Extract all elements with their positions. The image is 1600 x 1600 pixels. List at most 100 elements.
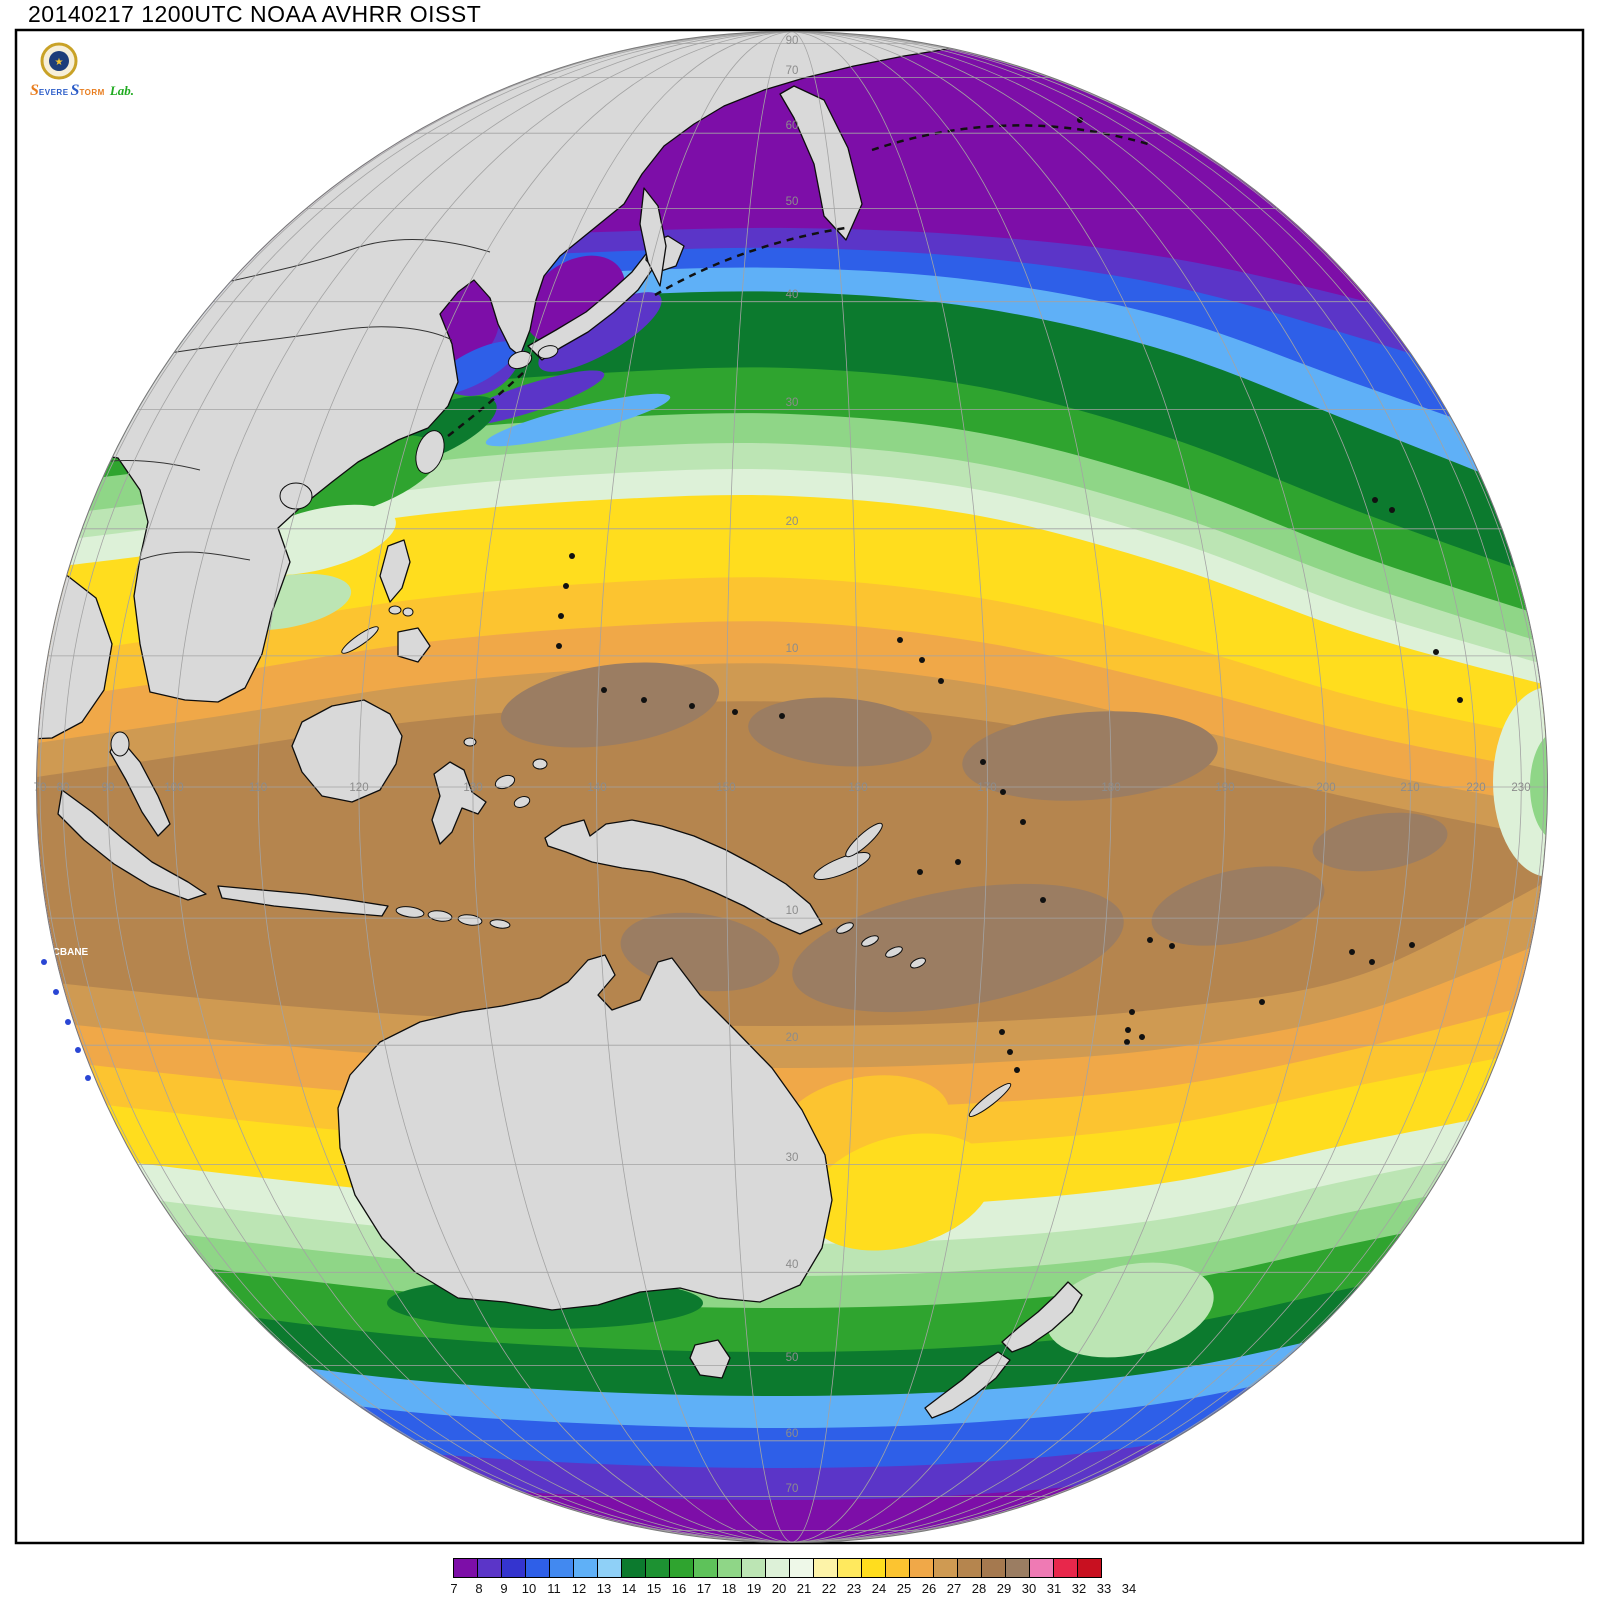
landmass-taiwan: [415, 430, 445, 474]
lat-label: 60: [786, 120, 799, 132]
graticule-layer: [37, 31, 1547, 1543]
graticule-meridian: [791, 31, 1226, 1543]
landmass-kamchatka: [779, 85, 863, 241]
colorbar-tick: 8: [475, 1581, 483, 1596]
island: [938, 678, 944, 684]
island: [558, 613, 564, 619]
sst-patch-lightblue: [485, 393, 671, 447]
lon-label: 90: [102, 782, 115, 794]
island: [1389, 507, 1395, 513]
landmass-sri-lanka: [110, 731, 130, 757]
logo-lab-label: Lab.: [109, 83, 135, 98]
graticule-meridian: [107, 31, 793, 1543]
logo-severe-initial: S: [30, 82, 39, 99]
colorbar-segment: [693, 1558, 718, 1578]
graticule-meridian: [791, 31, 1522, 1543]
country-border: [139, 551, 251, 561]
colorbar-segment: [765, 1558, 790, 1578]
landmass-lesser-sunda: [489, 919, 511, 929]
island: [1000, 789, 1006, 795]
island: [569, 553, 575, 559]
island: [779, 713, 785, 719]
island: [1077, 117, 1083, 123]
colorbar-segment: [549, 1558, 574, 1578]
island: [1014, 1067, 1020, 1073]
logo-storm-rest: TORM: [79, 88, 105, 97]
island: [1020, 819, 1026, 825]
graticule-meridian: [257, 31, 793, 1543]
island: [1125, 1027, 1131, 1033]
landmass-moluccas: [532, 758, 548, 770]
island: [980, 759, 986, 765]
island: [1372, 497, 1378, 503]
graticule-meridian: [173, 31, 793, 1543]
colorbar-segment: [885, 1558, 910, 1578]
colorbar-tick: 18: [721, 1581, 737, 1596]
sst-band-yellow: [37, 495, 1547, 740]
island: [601, 687, 607, 693]
lon-label: 130: [463, 782, 482, 794]
lat-label: 20: [786, 516, 799, 528]
sst-patch-violet: [538, 292, 662, 372]
sst-band-violet: [37, 227, 1547, 400]
landmass-java: [217, 885, 389, 917]
lat-label: 70: [786, 65, 799, 77]
island: [999, 1029, 1005, 1035]
graticule-meridian: [791, 31, 859, 1543]
graticule-meridian: [725, 31, 793, 1543]
sst-band-lightblue: [37, 267, 1547, 502]
sst-band-palegreen: [37, 443, 1547, 668]
lon-label: 100: [164, 782, 183, 794]
colorbar-tick: 20: [771, 1581, 787, 1596]
landmass-india: [37, 559, 113, 743]
sst-patch-darkbrown: [1151, 866, 1325, 946]
lon-label: 200: [1316, 782, 1335, 794]
colorbar-tick: 11: [547, 1581, 561, 1596]
colorbar-tick: 17: [696, 1581, 712, 1596]
page-title: 20140217 1200UTC NOAA AVHRR OISST: [28, 1, 482, 27]
colorbar-tick: 19: [746, 1581, 762, 1596]
landmass-kyushu: [507, 350, 533, 370]
colorbar-tick: 34: [1121, 1581, 1137, 1596]
buoy-marker: [65, 1019, 71, 1025]
lat-label: 40: [786, 1259, 799, 1271]
colorbar-segment: [741, 1558, 766, 1578]
island: [1129, 1009, 1135, 1015]
island: [919, 657, 925, 663]
lat-label: 60: [786, 1428, 799, 1440]
colorbar-segment: [453, 1558, 478, 1578]
island: [955, 859, 961, 865]
island: [732, 709, 738, 715]
grid-labels-layer: 70 80 90 100 110 120 130 140 150 160 170 180 190 200 2…: [34, 35, 1531, 1495]
colorbar-segment: [477, 1558, 502, 1578]
sst-patch-darkbrown: [792, 883, 1124, 1013]
colorbar-tick: 32: [1071, 1581, 1087, 1596]
landmass-visayas: [388, 605, 402, 615]
lon-label: 160: [848, 782, 867, 794]
lon-label: 120: [349, 782, 368, 794]
colorbar-segment: [981, 1558, 1006, 1578]
island: [1147, 937, 1153, 943]
sst-band-orange: [37, 621, 1547, 808]
station-label: SCBANE: [46, 947, 89, 958]
sst-patch-lightgreen: [1530, 731, 1547, 841]
colorbar-segment: [837, 1558, 862, 1578]
sst-patch-darkbrown: [500, 662, 720, 748]
colorbar-segment: [525, 1558, 550, 1578]
colorbar-tick: 24: [871, 1581, 887, 1596]
landmass-lesser-sunda: [395, 906, 425, 918]
lat-label: 10: [786, 643, 799, 655]
graticule-meridian: [791, 31, 988, 1543]
colorbar-segment: [717, 1558, 742, 1578]
landmass-palawan: [341, 626, 379, 654]
colorbar-tick: 7: [450, 1581, 458, 1596]
sst-patch-palegreen: [1046, 1262, 1214, 1358]
island: [1040, 897, 1046, 903]
landmass-solomons: [836, 922, 854, 934]
landmass-new-caledonia: [968, 1083, 1012, 1117]
colorbar-tick: 31: [1046, 1581, 1062, 1596]
buoy-marker: [53, 989, 59, 995]
sst-band-tan: [37, 663, 1547, 840]
sst-band-tan: [37, 880, 1547, 1071]
